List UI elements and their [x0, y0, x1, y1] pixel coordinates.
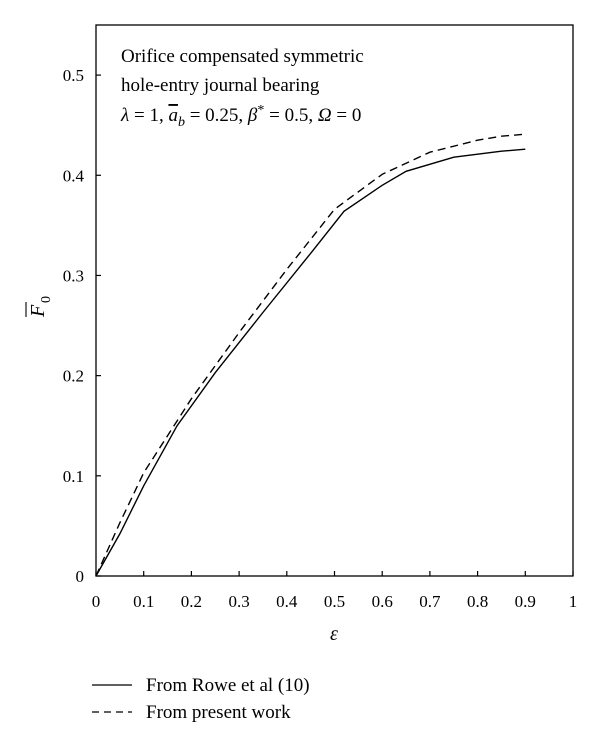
- y-tick-label: 0: [76, 567, 85, 586]
- y-axis-title-symbol: F: [27, 304, 49, 318]
- y-axis-title: F 0: [25, 296, 54, 318]
- y-tick-label: 0.3: [63, 266, 84, 285]
- x-tick-label: 0.2: [181, 592, 202, 611]
- param-equals: = 1,: [129, 105, 168, 126]
- y-tick-label: 0.2: [63, 367, 84, 386]
- x-tick-label: 0.5: [324, 592, 345, 611]
- y-tick-label: 0.5: [63, 66, 84, 85]
- param-superscript: *: [257, 103, 264, 118]
- x-axis: 0 0.1 0.2 0.3 0.4 0.5 0.6 0.7 0.8 0.9 1: [92, 571, 578, 611]
- legend: From Rowe et al (10) From present work: [92, 675, 310, 723]
- param-equals: = 0.5,: [264, 105, 317, 126]
- series-layer: [95, 133, 526, 577]
- x-tick-label: 0.9: [515, 592, 536, 611]
- param-symbol: Ω: [318, 105, 332, 126]
- legend-label-1: From present work: [146, 702, 291, 723]
- series-line-0: [95, 148, 526, 577]
- x-tick-label: 0.3: [228, 592, 249, 611]
- param-symbol: λ: [120, 105, 129, 126]
- x-tick-label: 0.4: [276, 592, 298, 611]
- annotation-line-2: hole-entry journal bearing: [121, 75, 320, 96]
- legend-label-0: From Rowe et al (10): [146, 675, 310, 696]
- param-subscript: b: [178, 115, 185, 130]
- param-equals: = 0: [332, 105, 362, 126]
- param-symbol: a: [168, 105, 178, 126]
- x-axis-title: ε: [330, 623, 338, 645]
- x-tick-label: 0.8: [467, 592, 488, 611]
- x-tick-label: 0: [92, 592, 101, 611]
- y-tick-label: 0.4: [63, 166, 85, 185]
- y-axis: 0 0.1 0.2 0.3 0.4 0.5: [63, 66, 101, 586]
- param-equals: = 0.25,: [185, 105, 248, 126]
- series-line-1: [95, 133, 526, 577]
- param-symbol: β: [247, 105, 258, 126]
- y-axis-title-subscript: 0: [39, 296, 54, 303]
- x-tick-label: 1: [569, 592, 578, 611]
- x-tick-label: 0.7: [419, 592, 441, 611]
- x-tick-label: 0.6: [372, 592, 393, 611]
- x-tick-label: 0.1: [133, 592, 154, 611]
- y-tick-label: 0.1: [63, 467, 84, 486]
- annotation-line-3: λ = 1, ab = 0.25, β* = 0.5, Ω = 0: [120, 103, 361, 130]
- annotation-params: λ = 1, ab = 0.25, β* = 0.5, Ω = 0: [120, 103, 361, 130]
- annotation-line-1: Orifice compensated symmetric: [121, 46, 364, 67]
